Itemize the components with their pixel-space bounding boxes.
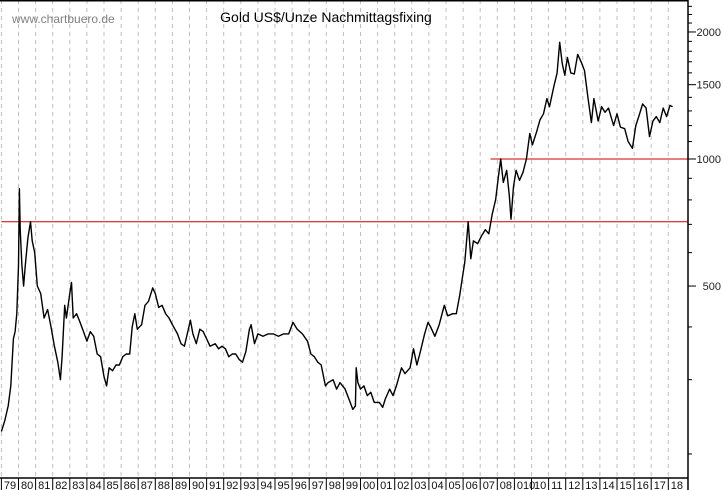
x-tick-label: 85	[107, 480, 119, 490]
x-tick-label: 84	[89, 480, 101, 490]
y-tick-label: 500	[703, 281, 721, 293]
x-tick-label: 80	[21, 480, 33, 490]
x-tick-label: 97	[312, 480, 324, 490]
chart-title: Gold US$/Unze Nachmittagsfixing	[220, 9, 432, 25]
y-tick-label: 1000	[697, 154, 721, 166]
x-tick-label: 88	[158, 480, 170, 490]
x-tick-label: 14	[602, 480, 614, 490]
x-tick-label: 17	[654, 480, 666, 490]
x-tick-label: 93	[243, 480, 255, 490]
watermark: www.chartbuero.de	[11, 12, 115, 26]
x-tick-label: 92	[226, 480, 238, 490]
x-tick-label: 10	[534, 480, 546, 490]
x-tick-label: 86	[124, 480, 136, 490]
x-tick-label: 79	[4, 480, 16, 490]
x-tick-label: 16	[637, 480, 649, 490]
x-axis: 79 80 81 82 83 84 85 86 87 88 89 90 91 92 93 94 95 96 97 98…	[0, 478, 683, 490]
x-tick-label: 03	[414, 480, 426, 490]
x-tick-label: 94	[260, 480, 272, 490]
x-tick-label: 07	[483, 480, 495, 490]
x-tick-label: 90	[192, 480, 204, 490]
x-tick-label: 05	[449, 480, 461, 490]
reference-lines	[1, 158, 688, 223]
x-tick-label: 08	[500, 480, 512, 490]
x-tick-label: 91	[209, 480, 221, 490]
x-tick-label: 13	[585, 480, 597, 490]
x-tick-label: 89	[175, 480, 187, 490]
x-tick-label: 87	[141, 480, 153, 490]
x-tick-label: 83	[72, 480, 84, 490]
x-tick-label: 95	[278, 480, 290, 490]
x-tick-label: 98	[329, 480, 341, 490]
x-tick-label: 02	[397, 480, 409, 490]
x-tick-label: 15	[620, 480, 632, 490]
y-axis: 2000 1500 1000 500	[688, 5, 721, 455]
x-tick-label: 81	[38, 480, 50, 490]
y-tick-label: 1500	[697, 80, 721, 92]
x-tick-label: 12	[568, 480, 580, 490]
x-tick-label: 99	[346, 480, 358, 490]
x-tick-label: 06	[466, 480, 478, 490]
x-tick-label: 18	[671, 480, 683, 490]
x-tick-label: 04	[431, 480, 443, 490]
gold-price-line	[0, 41, 673, 432]
x-tick-label: 11	[551, 480, 562, 490]
vertical-gridlines	[0, 0, 669, 478]
x-tick-label: 96	[295, 480, 307, 490]
x-tick-label: 010	[517, 480, 535, 490]
x-tick-label: 01	[380, 480, 392, 490]
y-tick-label: 2000	[697, 27, 721, 39]
x-tick-label: 82	[55, 480, 67, 490]
x-tick-label: 00	[363, 480, 375, 490]
